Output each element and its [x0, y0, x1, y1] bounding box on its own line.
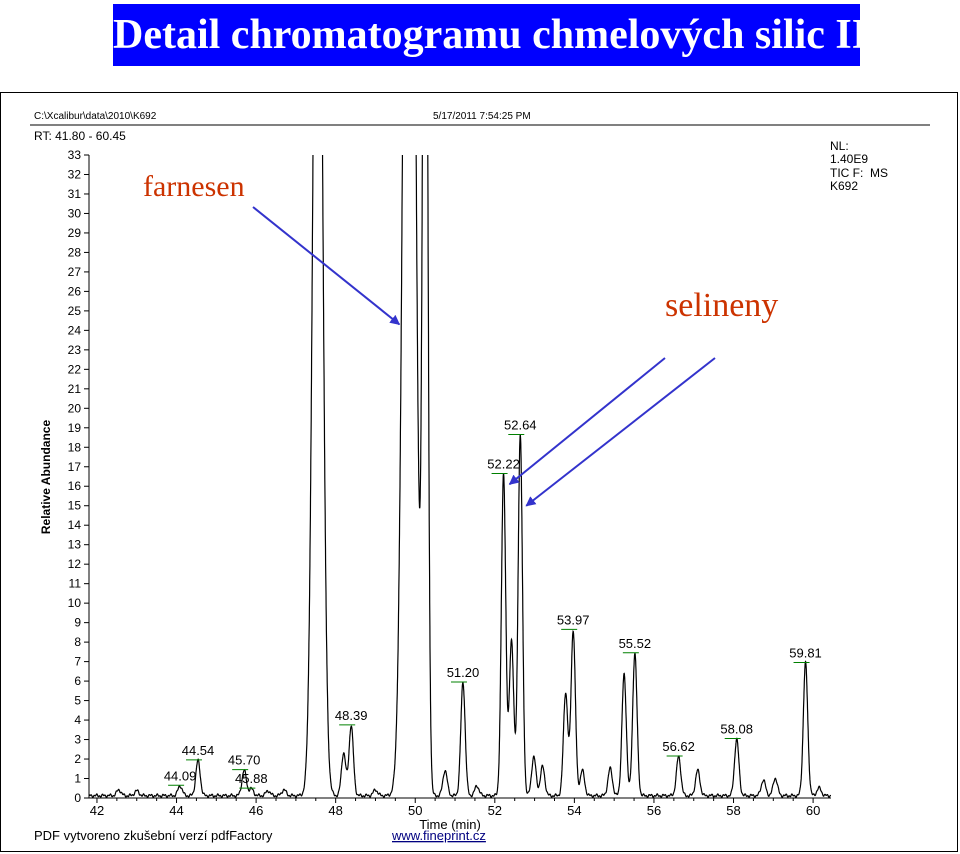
x-tick-label: 58 [726, 803, 740, 818]
y-tick-label: 16 [68, 479, 82, 493]
x-tick-label: 44 [169, 803, 183, 818]
y-tick-label: 7 [74, 655, 81, 669]
peak-label: 52.64 [504, 418, 537, 433]
x-axis-title: Time (min) [419, 817, 481, 832]
x-tick-label: 42 [90, 803, 104, 818]
y-tick-label: 24 [68, 323, 82, 337]
scan-filter: TIC F: MS [830, 166, 888, 180]
y-tick-label: 8 [74, 635, 81, 649]
y-tick-label: 21 [68, 382, 82, 396]
peak-label: 52.22 [487, 457, 520, 472]
peak-label: 56.62 [662, 739, 695, 754]
y-tick-label: 26 [68, 284, 82, 298]
y-tick-label: 10 [68, 596, 82, 610]
arrow-selineny-2 [525, 357, 716, 507]
y-tick-label: 19 [68, 421, 82, 435]
y-tick-label: 22 [68, 362, 82, 376]
y-tick-label: 32 [68, 167, 82, 181]
y-tick-label: 3 [74, 733, 81, 747]
slide-title-bar: Detail chromatogramu chmelových silic II [113, 4, 869, 66]
x-axis-ticks: 42 44 46 48 50 52 54 56 58 60 [89, 797, 831, 818]
x-tick-label: 48 [328, 803, 342, 818]
peak-label: 51.20 [447, 665, 480, 680]
y-tick-label: 30 [68, 206, 82, 220]
x-tick-label: 56 [647, 803, 661, 818]
peak-label: 48.39 [335, 708, 368, 723]
peak-label: 58.08 [720, 721, 753, 736]
x-tick-label: 52 [488, 803, 502, 818]
y-tick-label: 2 [74, 752, 81, 766]
annotations: farnesen selineny [143, 170, 778, 507]
pdf-link[interactable]: www.fineprint.cz [391, 828, 486, 843]
y-tick-label: 11 [69, 577, 82, 591]
x-tick-label: 46 [249, 803, 263, 818]
y-tick-label: 31 [68, 187, 82, 201]
pdf-note: PDF vytvoreno zkušební verzí pdfFactory [34, 828, 273, 843]
peak-label: 59.81 [789, 646, 822, 661]
peak-label: 45.70 [228, 753, 261, 768]
sample-name: K692 [830, 179, 858, 193]
x-tick-label: 50 [408, 803, 422, 818]
peak-label: 44.09 [164, 768, 197, 783]
arrow-farnesen [252, 206, 401, 326]
y-tick-label: 9 [74, 616, 81, 630]
y-tick-label: 15 [68, 499, 82, 513]
y-tick-label: 25 [68, 304, 82, 318]
nl-label: NL: [830, 139, 849, 153]
file-path: C:\Xcalibur\data\2010\K692 [34, 111, 157, 122]
annotation-selineny: selineny [665, 287, 778, 324]
y-tick-label: 5 [74, 694, 81, 708]
y-tick-label: 6 [74, 674, 81, 688]
y-tick-label: 23 [68, 343, 82, 357]
y-tick-label: 1 [74, 772, 81, 786]
peak-labels: 44.09 44.54 45.70 45.88 48.39 51.20 52.22 52.64… [164, 418, 822, 789]
peak-label: 44.54 [182, 743, 215, 758]
peak-label: 53.97 [557, 612, 590, 627]
acquisition-datetime: 5/17/2011 7:54:25 PM [433, 111, 531, 122]
y-tick-label: 18 [68, 440, 82, 454]
chromatogram-trace [89, 155, 831, 798]
y-tick-label: 0 [74, 791, 81, 805]
y-tick-label: 14 [68, 518, 82, 532]
y-tick-label: 28 [68, 245, 82, 259]
annotation-farnesen: farnesen [143, 170, 245, 203]
chromatogram-frame [0, 92, 958, 852]
y-axis-ticks: 0123456789101112131415161718192021222324… [68, 148, 90, 805]
y-tick-label: 13 [68, 538, 82, 552]
y-tick-label: 27 [68, 265, 82, 279]
y-tick-label: 12 [68, 557, 82, 571]
y-tick-label: 4 [74, 713, 81, 727]
slide-title: Detail chromatogramu chmelových silic II [113, 12, 869, 58]
rt-range: RT: 41.80 - 60.45 [34, 129, 126, 143]
peak-label: 55.52 [619, 636, 652, 651]
y-tick-label: 20 [68, 401, 82, 415]
x-tick-label: 60 [806, 803, 820, 818]
nl-value: 1.40E9 [830, 152, 868, 166]
y-tick-label: 33 [68, 148, 82, 162]
y-tick-label: 17 [68, 460, 82, 474]
y-axis-title: Relative Abundance [39, 420, 53, 535]
peak-label: 45.88 [235, 771, 268, 786]
y-tick-label: 29 [68, 226, 82, 240]
plot-area [89, 155, 831, 798]
arrow-selineny-1 [508, 357, 666, 486]
x-tick-label: 54 [567, 803, 581, 818]
